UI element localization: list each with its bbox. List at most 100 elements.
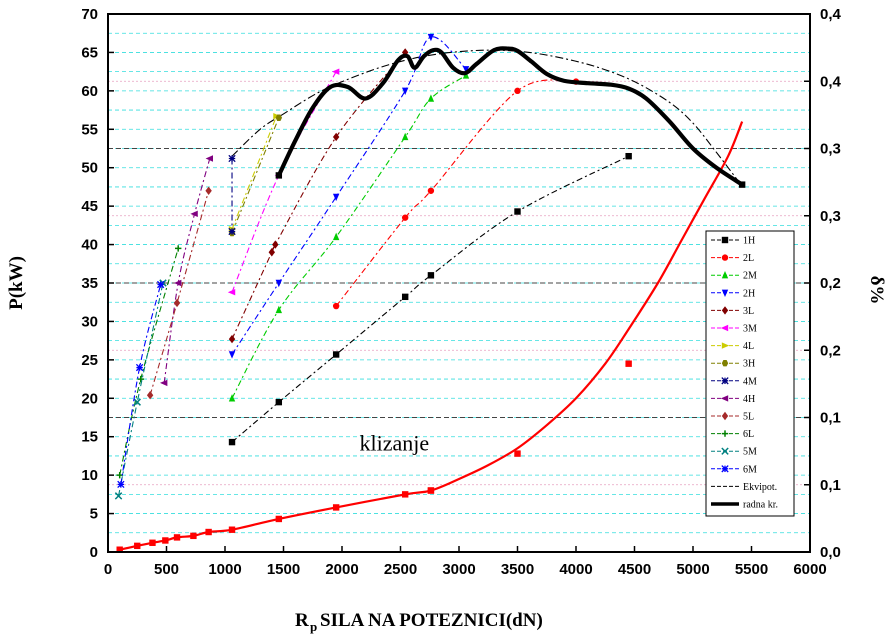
y2-tick-label: 0,4: [820, 73, 842, 90]
x-tick-label: 5000: [676, 561, 709, 578]
series-2l-point: [332, 302, 340, 310]
legend-item-4h-label: 4H: [743, 394, 755, 405]
legend-item-6m-marker: [721, 465, 729, 473]
y-tick-label: 30: [81, 313, 98, 330]
series-2m-point: [228, 394, 236, 402]
legend-item-3m-label: 3M: [743, 324, 757, 335]
x-tick-label: 1500: [267, 561, 300, 578]
y-tick-label: 60: [81, 83, 98, 100]
series-1h-point: [427, 272, 435, 279]
x-axis-title-main: R: [295, 610, 309, 631]
y-tick-label: 45: [81, 198, 98, 215]
legend-item-5l-label: 5L: [743, 412, 754, 423]
y2-tick-label: 0,4: [820, 6, 842, 23]
series-6m-point: [117, 480, 125, 489]
y-tick-label: 10: [81, 467, 98, 484]
x-tick-label: 4000: [559, 561, 592, 578]
x-tick-label: 3000: [442, 561, 475, 578]
series-3h-line: [231, 117, 280, 234]
x-tick-label: 500: [154, 561, 179, 578]
legend-item-5m-marker: [721, 447, 729, 455]
series-klizanje-point: [190, 532, 197, 540]
series-3l-point: [228, 334, 236, 344]
series-2h-point: [228, 351, 236, 359]
series-2h-point: [332, 193, 340, 202]
series-klizanje-point: [162, 537, 169, 544]
series-3l-point: [272, 240, 279, 249]
series-2m-point: [275, 305, 283, 314]
legend-item-4l-marker: [721, 342, 730, 349]
x-axis-title: R p SILA NA POTEZNICI(dN): [295, 610, 543, 634]
series-4h: [159, 155, 213, 387]
legend-item-5m-label: 5M: [743, 447, 757, 458]
series-5m-point: [114, 492, 123, 500]
series-4m: [228, 154, 236, 236]
legend-item-radna-kr: radna kr.: [711, 500, 778, 511]
x-axis-title-subscript: p: [310, 619, 317, 634]
series-radna-kr-line: [276, 46, 744, 187]
series-2h-line: [231, 36, 467, 355]
series-1h-point: [514, 208, 521, 215]
y-tick-label: 70: [81, 6, 98, 23]
series-1h-point: [625, 152, 632, 160]
legend-item-5l-marker: [721, 411, 729, 421]
legend-item-2l: 2L: [711, 253, 754, 264]
series-4h-point: [190, 210, 198, 218]
series-klizanje-point: [332, 504, 340, 511]
series-6m: [117, 280, 165, 489]
klizanje-annotation: klizanje: [360, 431, 430, 456]
legend-item-3l-label: 3L: [743, 306, 754, 317]
legend-item-radna-kr-label: radna kr.: [743, 500, 778, 511]
legend-item-2h-label: 2H: [743, 288, 755, 299]
series-4m-point: [228, 154, 236, 163]
series-6m-point: [156, 280, 165, 289]
series-1h: [228, 152, 632, 446]
legend-item-6m-label: 6M: [743, 464, 757, 475]
series-5l: [146, 186, 212, 400]
series-6l-point: [137, 375, 144, 383]
legend-item-2l-label: 2L: [743, 253, 754, 264]
x-tick-label: 0: [104, 561, 112, 578]
legend-item-2m-label: 2M: [743, 271, 757, 282]
legend-item-2m-marker: [721, 271, 729, 279]
series-klizanje-point: [173, 534, 181, 541]
series-2m-point: [332, 232, 340, 241]
series-radna-kr-point: [275, 172, 283, 179]
y2-tick-label: 0,1: [820, 410, 841, 427]
series-radna-kr-point: [738, 181, 746, 188]
legend-item-2h: 2H: [711, 288, 755, 299]
legend-item-ekvipot-label: Ekvipot.: [743, 482, 777, 493]
series-2l: [332, 78, 580, 310]
series-klizanje-point: [149, 539, 156, 546]
series-klizanje-point: [275, 515, 283, 523]
series-2h-point: [401, 87, 409, 96]
x-tick-label: 3500: [501, 561, 534, 578]
series-3l-line: [231, 52, 406, 340]
legend-item-2m: 2M: [711, 271, 757, 282]
y-tick-label: 55: [81, 121, 98, 138]
legend-item-6m: 6M: [711, 464, 757, 475]
series-1h-point: [228, 438, 236, 446]
y2-axis-title: δ%: [866, 276, 885, 305]
x-tick-label: 6000: [793, 561, 826, 578]
legend-item-4h: 4H: [711, 394, 755, 405]
legend-item-4h-marker: [720, 395, 729, 402]
series-klizanje-point: [514, 450, 521, 457]
series-5l-point: [205, 186, 212, 195]
series-5m-line: [117, 282, 164, 497]
y2-tick-label: 0,3: [820, 208, 841, 225]
legend-item-3h-label: 3H: [743, 359, 755, 370]
series-2m-point: [427, 94, 435, 102]
legend-item-4l: 4L: [711, 341, 754, 352]
series-2l-point: [514, 87, 521, 95]
y-tick-label: 50: [81, 160, 98, 177]
series-klizanje: [116, 121, 744, 553]
series-klizanje-point: [427, 487, 435, 494]
series-2l-point: [427, 187, 435, 194]
y2-tick-label: 0,0: [820, 544, 841, 561]
legend-item-4m-marker: [721, 377, 729, 385]
series-klizanje-point: [205, 528, 212, 536]
legend-item-4m-label: 4M: [743, 376, 757, 387]
series-4h-point: [205, 155, 213, 162]
